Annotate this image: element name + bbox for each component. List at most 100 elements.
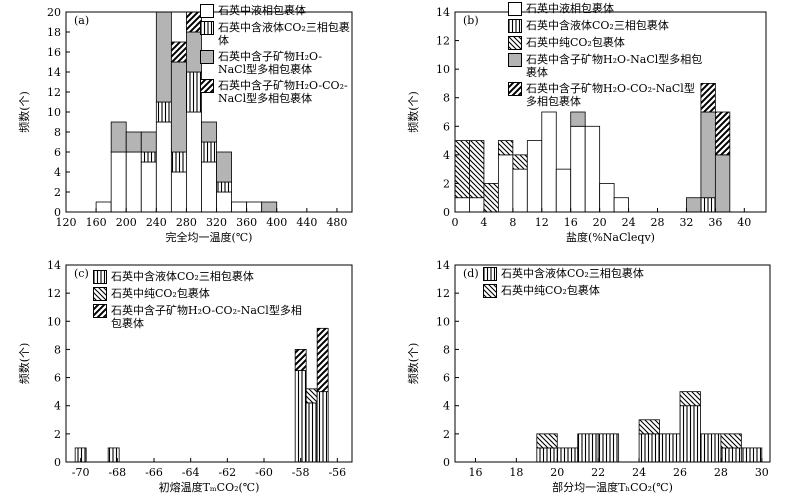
bar-segment	[305, 402, 318, 463]
legend-swatch	[200, 4, 214, 18]
bar-segment	[570, 111, 586, 127]
legend-item: 石英中纯CO₂包裹体	[508, 36, 703, 50]
x-tick-label: 28	[651, 216, 665, 229]
y-tick-label: 8	[54, 126, 61, 139]
legend-swatch-box	[483, 267, 497, 281]
legend-swatch-box	[200, 4, 214, 18]
legend-label: 石英中含子矿物H₂O-NaCl型多相包裹体	[526, 53, 703, 79]
legend-label: 石英中纯CO₂包裹体	[501, 284, 600, 297]
bar-segment	[155, 101, 172, 123]
y-tick-label: 4	[443, 149, 450, 162]
bar-segment	[140, 151, 157, 163]
legend: 石英中液相包裹体 石英中含液体CO₂三相包裹体 石英中纯CO₂包裹体 石英中含子矿物H…	[508, 2, 703, 111]
plot-frame	[454, 264, 771, 463]
legend: 石英中含液体CO₂三相包裹体 石英中纯CO₂包裹体石英中含子矿物H₂O-CO₂-N…	[93, 270, 303, 333]
legend-swatch	[508, 36, 522, 50]
bar-segment	[216, 191, 232, 213]
x-tick-label: 360	[236, 216, 257, 229]
bar-segment	[679, 391, 701, 407]
bar-segment	[186, 111, 202, 213]
bar-segment	[170, 41, 187, 63]
bar-segment	[170, 171, 187, 213]
bar-segment	[679, 405, 701, 463]
bar-segment	[483, 183, 499, 213]
legend-label: 石英中含子矿物H₂O-CO₂-NaCl型多相包裹体	[111, 304, 302, 330]
bar-segment	[305, 388, 318, 404]
legend-swatch	[93, 270, 107, 284]
x-axis-label: 完全均一温度(℃)	[166, 230, 253, 244]
x-tick-label: 28	[714, 466, 728, 479]
y-tick-label: 14	[436, 6, 450, 19]
y-tick-label: 10	[436, 63, 450, 76]
bar-segment	[497, 140, 514, 156]
bar-segment	[454, 140, 470, 199]
legend-item: 石英中纯CO₂包裹体	[483, 284, 698, 298]
y-tick-label: 20	[47, 6, 61, 19]
bar-segment	[216, 151, 232, 183]
legend-item: 石英中含子矿物H₂O-CO₂-NaCl型多相包裹体	[93, 304, 303, 330]
panel-label: (d)	[463, 267, 479, 280]
x-tick-label: 40	[737, 216, 751, 229]
legend-swatch	[200, 50, 214, 64]
bar-segment	[584, 125, 601, 213]
y-tick-label: 4	[54, 400, 61, 413]
x-tick-label: 200	[116, 216, 137, 229]
x-tick-label: 0	[452, 216, 459, 229]
legend: 石英中液相包裹体石英中含液体CO₂三相包裹体 石英中含子矿物H₂O-NaCl型多相…	[200, 4, 350, 108]
y-tick-label: 0	[443, 206, 450, 219]
bar-segment	[597, 433, 620, 463]
legend-label: 石英中含液体CO₂三相包裹体	[218, 21, 350, 47]
legend: 石英中含液体CO₂三相包裹体 石英中纯CO₂包裹体	[483, 267, 698, 301]
legend-label: 石英中含液体CO₂三相包裹体	[501, 267, 644, 280]
bar-segment	[659, 433, 681, 463]
x-tick-label: -58	[292, 466, 310, 479]
bar-segment	[638, 419, 660, 435]
bar-segment	[170, 151, 187, 173]
x-tick-label: -68	[108, 466, 126, 479]
x-tick-label: 20	[550, 466, 564, 479]
bar-segment	[536, 447, 558, 463]
legend-item: 石英中含液体CO₂三相包裹体	[483, 267, 698, 281]
bar-segment	[686, 197, 702, 213]
legend-label: 石英中含子矿物H₂O-NaCl型多相包裹体	[218, 50, 323, 76]
x-tick-label: 12	[535, 216, 549, 229]
legend-swatch	[508, 53, 522, 67]
y-tick-label: 14	[47, 259, 61, 272]
y-tick-label: 0	[443, 456, 450, 469]
bar-segment	[216, 181, 232, 193]
legend-label: 石英中纯CO₂包裹体	[111, 287, 210, 300]
bar-segment	[512, 168, 528, 213]
legend-item: 石英中液相包裹体	[200, 4, 350, 18]
bar-segment	[155, 121, 172, 213]
y-tick-label: 2	[443, 428, 450, 441]
legend-swatch-box	[93, 287, 107, 301]
panel-label: (a)	[74, 14, 89, 27]
legend-swatch	[93, 304, 107, 318]
legend-item: 石英中含液体CO₂三相包裹体	[93, 270, 303, 284]
y-tick-label: 2	[54, 428, 61, 441]
legend-swatch-box	[200, 79, 214, 93]
plot-frame	[454, 11, 767, 213]
x-tick-label: 36	[708, 216, 722, 229]
y-axis-label: 频数(个)	[406, 343, 420, 385]
bar-segment	[541, 111, 557, 213]
x-tick-label: 20	[593, 216, 607, 229]
bar-segment	[613, 197, 629, 213]
x-axis-label: 盐度(%NaCleqv)	[566, 230, 655, 244]
y-tick-label: 10	[436, 315, 450, 328]
bar-segment	[125, 151, 142, 213]
x-axis-label: 部分均一温度TₕCO₂(℃)	[552, 480, 673, 494]
bar-segment	[201, 141, 217, 163]
x-tick-label: -70	[72, 466, 90, 479]
bar-segment	[294, 349, 307, 371]
bar-segment	[110, 121, 127, 153]
x-tick-label: 160	[86, 216, 107, 229]
x-tick-label: 120	[56, 216, 77, 229]
bar-segment	[155, 11, 172, 103]
y-tick-label: 6	[443, 372, 450, 385]
legend-label: 石英中含液体CO₂三相包裹体	[111, 270, 254, 283]
bar-segment	[261, 201, 278, 213]
legend-swatch-box	[93, 304, 107, 318]
